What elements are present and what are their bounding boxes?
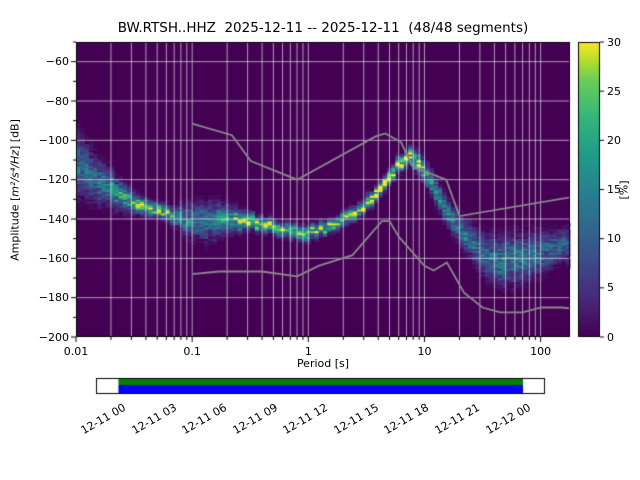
y-tick-label: −160 <box>38 251 69 265</box>
x-tick-label: 0.1 <box>183 345 201 358</box>
colorbar-tick-label: 15 <box>607 183 621 196</box>
y-tick-label: −80 <box>45 94 69 108</box>
y-tick-label: −200 <box>38 330 69 344</box>
y-axis-label-prefix: Amplitude [ <box>8 196 22 261</box>
y-axis-label: Amplitude [m²/s⁴/Hz] [dB] <box>9 119 22 261</box>
colorbar-tick-label: 0 <box>607 330 614 344</box>
colorbar-tick-label: 10 <box>607 232 621 246</box>
colorbar-tick-label: 5 <box>607 281 614 295</box>
colorbar-tick-label: 25 <box>607 84 621 98</box>
x-tick-label: 10 <box>417 345 432 358</box>
x-tick-label: 100 <box>530 345 552 358</box>
y-tick-label: −120 <box>38 173 69 187</box>
y-tick-label: −140 <box>38 212 69 226</box>
colorbar-tick-label: 30 <box>607 35 621 49</box>
x-axis-label: Period [s] <box>296 357 350 370</box>
y-tick-label: −100 <box>38 133 69 147</box>
y-tick-label: −180 <box>38 291 69 305</box>
y-axis-label-suffix: ] [dB] <box>8 119 22 150</box>
colorbar-tick-label: 20 <box>607 133 621 147</box>
y-tick-label: −60 <box>45 55 69 69</box>
x-tick-label: 0.01 <box>63 345 89 358</box>
chart-title: BW.RTSH..HHZ 2025-12-11 -- 2025-12-11 (4… <box>117 20 529 36</box>
y-axis-label-math: m²/s⁴/Hz <box>8 150 22 197</box>
x-tick-label: 1 <box>304 345 312 358</box>
